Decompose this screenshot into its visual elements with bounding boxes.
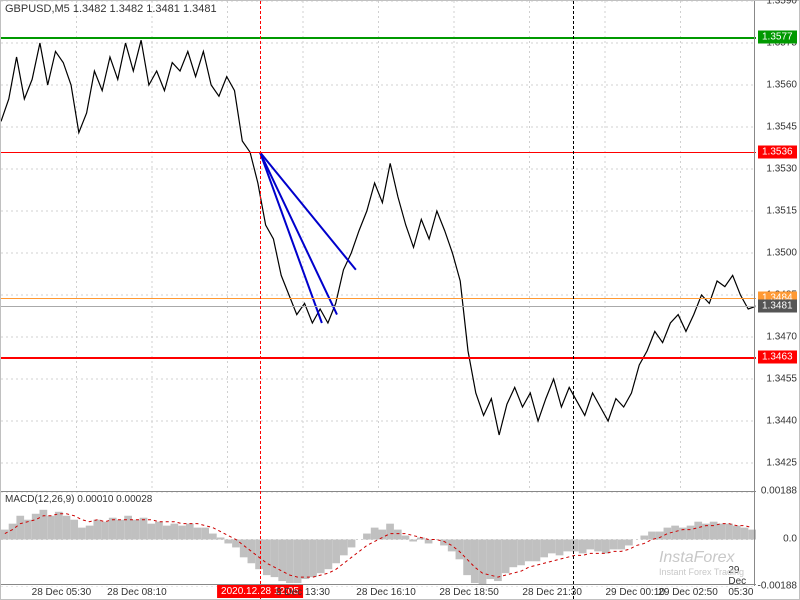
price-y-axis: 1.35901.35751.35601.35451.35301.35151.35… — [754, 1, 799, 491]
price-svg — [1, 1, 756, 491]
macd-panel[interactable]: MACD(12,26,9) 0.00010 0.00028 — [1, 491, 756, 586]
x-tick: 28 Dec 16:10 — [356, 587, 416, 598]
y-tick: 1.3530 — [766, 164, 797, 175]
instaforex-logo: InstaForex Instant Forex Trading — [659, 549, 744, 577]
forex-chart[interactable]: GBPUSD,M5 1.3482 1.3482 1.3481 1.3481 1.… — [0, 0, 800, 600]
price-chart-area[interactable] — [1, 1, 756, 491]
y-tick: 1.3440 — [766, 416, 797, 427]
y-tick: 1.3515 — [766, 206, 797, 217]
macd-y-tick: 0.00188 — [761, 486, 797, 497]
x-tick: 28 Dec 05:30 — [32, 587, 92, 598]
x-tick: 28 Dec 08:10 — [107, 587, 167, 598]
y-tick: 1.3545 — [766, 122, 797, 133]
y-tick: 1.3590 — [766, 0, 797, 7]
macd-svg — [1, 492, 756, 587]
logo-sub: Instant Forex Trading — [659, 567, 744, 577]
x-tick: 29 Dec 02:50 — [658, 587, 718, 598]
x-tick: 29 Dec 00:10 — [605, 587, 665, 598]
macd-y-tick: -0.00188 — [758, 581, 797, 592]
y-tick: 1.3455 — [766, 374, 797, 385]
price-tag: 1.3536 — [758, 146, 797, 159]
x-tick: 8 Dec 13:30 — [276, 587, 330, 598]
chart-title: GBPUSD,M5 1.3482 1.3482 1.3481 1.3481 — [5, 3, 217, 15]
y-tick: 1.3425 — [766, 458, 797, 469]
y-tick: 1.3470 — [766, 332, 797, 343]
x-tick: 28 Dec 18:50 — [439, 587, 499, 598]
logo-main: InstaForex — [659, 549, 735, 566]
macd-y-axis: 0.001880.0-0.00188 — [754, 491, 799, 586]
price-tag: 1.3577 — [758, 31, 797, 44]
macd-title: MACD(12,26,9) 0.00010 0.00028 — [5, 494, 152, 505]
y-tick: 1.3560 — [766, 80, 797, 91]
x-axis: 28 Dec 05:3028 Dec 08:102020.12.28 12:05… — [1, 584, 756, 599]
price-tag: 1.3481 — [758, 300, 797, 313]
price-tag: 1.3463 — [758, 350, 797, 363]
macd-y-tick: 0.0 — [783, 533, 797, 544]
y-tick: 1.3500 — [766, 248, 797, 259]
